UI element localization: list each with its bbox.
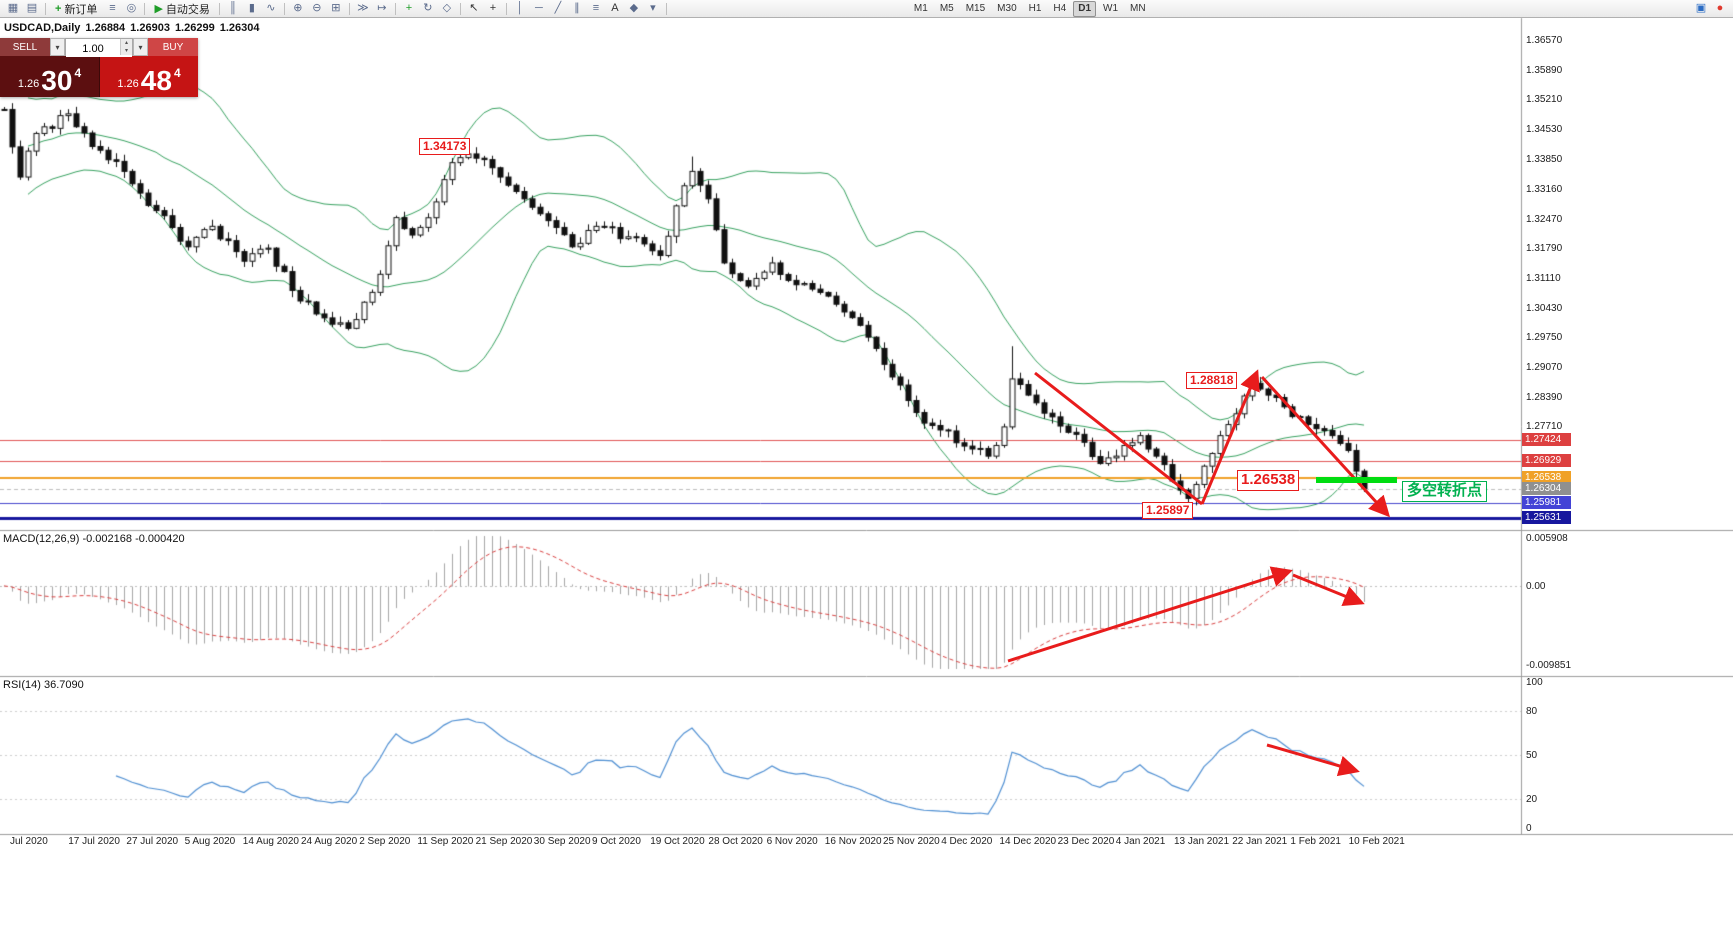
- toolbar-separator: [394, 2, 396, 15]
- sell-options-caret-icon[interactable]: ▾: [50, 38, 65, 56]
- fibonacci-icon[interactable]: ≡: [592, 2, 600, 14]
- timeframe-M1[interactable]: M1: [913, 2, 928, 14]
- horizontal-line-icon[interactable]: ─: [535, 2, 543, 14]
- templates-icon[interactable]: ◇: [442, 2, 452, 14]
- timeframe-W1[interactable]: W1: [1103, 2, 1119, 14]
- shapes-icon[interactable]: ◆: [629, 2, 639, 14]
- timeframe-M30[interactable]: M30: [997, 2, 1017, 14]
- text-icon[interactable]: A: [611, 2, 619, 14]
- auto-scroll-icon[interactable]: ≫: [357, 2, 369, 14]
- auto-trading-button-icon: ▶: [154, 3, 163, 15]
- ohlc-high: 1.26903: [130, 22, 170, 34]
- timeframe-MN[interactable]: MN: [1130, 2, 1146, 14]
- buy-price-button[interactable]: 1.26 48 4: [99, 56, 198, 97]
- record-icon[interactable]: ●: [1716, 2, 1724, 14]
- toolbar: ▦ ▤ + 新订单 ≡ ◎ ▶ 自动交易 ║ ▮ ∿ ⊕ ⊖ ⊞ ≫ ↦ + ↻ ◇ ↖ + │ ─ ╱ ∥ ≡ A ◆ ▾ M1 M5 M1…: [0, 0, 1733, 18]
- buy-price-pipette: 4: [173, 66, 181, 80]
- timeframe-D1[interactable]: D1: [1073, 0, 1097, 17]
- symbol-name: USDCAD,Daily: [4, 22, 81, 34]
- alerts-icon[interactable]: ◎: [126, 2, 137, 14]
- toolbar-separator: [348, 2, 350, 15]
- buy-button[interactable]: BUY: [148, 38, 198, 56]
- auto-trading-button[interactable]: ▶ 自动交易: [149, 1, 214, 16]
- auto-trading-button-label: 自动交易: [165, 3, 210, 16]
- volume-decrease-icon[interactable]: ▾: [121, 47, 132, 55]
- period-icon[interactable]: ↻: [423, 2, 433, 14]
- buy-price-main: 48: [140, 65, 172, 96]
- volume-stepper: ▴ ▾: [120, 39, 132, 55]
- rsi-label: RSI(14) 36.7090: [3, 679, 84, 691]
- timeframe-H4[interactable]: H4: [1053, 2, 1067, 14]
- market-depth-icon[interactable]: ≡: [109, 2, 116, 14]
- macd-label: MACD(12,26,9) -0.002168 -0.000420: [3, 533, 185, 545]
- trade-panel-prices: 1.26 30 4 1.26 48 4: [0, 56, 198, 97]
- ohlc-close: 1.26304: [219, 22, 260, 34]
- dropdown-icon[interactable]: ▾: [650, 2, 656, 14]
- volume-input[interactable]: [66, 41, 132, 57]
- sell-button[interactable]: SELL: [0, 38, 50, 56]
- sell-price-pipette: 4: [74, 66, 82, 80]
- trade-panel-header: SELL ▾ ▴ ▾ ▾ BUY: [0, 38, 198, 57]
- zoom-out-icon[interactable]: ⊖: [312, 2, 322, 14]
- line-chart-icon[interactable]: ∿: [266, 2, 276, 14]
- grid-icon[interactable]: ⊞: [331, 2, 341, 14]
- sell-price-main: 30: [41, 65, 73, 96]
- timeframe-M5[interactable]: M5: [939, 2, 954, 14]
- new-order-button-icon: +: [55, 2, 62, 15]
- timeframe-group: M1 M5 M15 M30 H1 H4 D1 W1 MN: [909, 0, 1151, 17]
- sell-price-prefix: 1.26: [17, 78, 40, 90]
- chart-shift-icon[interactable]: ↦: [377, 2, 387, 14]
- symbol-ohlc-line: USDCAD,Daily 1.26884 1.26903 1.26299 1.26304: [4, 22, 264, 34]
- add-indicator-icon[interactable]: +: [405, 2, 413, 14]
- volume-increase-icon[interactable]: ▴: [121, 39, 132, 47]
- volume-box: ▴ ▾: [65, 38, 133, 57]
- trendline-icon[interactable]: ╱: [554, 2, 562, 14]
- zoom-in-icon[interactable]: ⊕: [293, 2, 303, 14]
- toolbar-separator: [283, 2, 285, 15]
- chart-profiles-icon[interactable]: ▤: [26, 2, 38, 14]
- cursor-icon[interactable]: ↖: [469, 2, 479, 14]
- crosshair-icon[interactable]: +: [489, 2, 497, 14]
- toolbar-separator: [144, 2, 146, 15]
- toolbar-separator: [218, 2, 220, 15]
- channel-icon[interactable]: ∥: [574, 2, 580, 14]
- community-icon[interactable]: ▣: [1695, 2, 1707, 14]
- candle-chart-icon[interactable]: ▮: [248, 2, 255, 14]
- new-order-button-label: 新订单: [64, 3, 98, 16]
- new-chart-icon[interactable]: ▦: [7, 2, 19, 14]
- bar-chart-icon[interactable]: ║: [229, 2, 237, 14]
- toolbar-separator: [45, 2, 46, 15]
- timeframe-M15[interactable]: M15: [965, 2, 986, 14]
- toolbar-separator: [665, 2, 667, 15]
- toolbar-separator: [459, 2, 461, 15]
- ohlc-low: 1.26299: [174, 22, 215, 34]
- new-order-button[interactable]: + 新订单: [50, 1, 102, 16]
- toolbar-separator: [505, 2, 507, 15]
- buy-options-caret-icon[interactable]: ▾: [133, 38, 148, 56]
- buy-price-prefix: 1.26: [117, 78, 139, 90]
- vertical-line-icon[interactable]: │: [516, 2, 524, 14]
- one-click-trading-panel: SELL ▾ ▴ ▾ ▾ BUY 1.26 30 4 1.26 48 4: [0, 38, 198, 97]
- sell-price-button[interactable]: 1.26 30 4: [0, 56, 99, 97]
- ohlc-open: 1.26884: [85, 22, 126, 34]
- timeframe-H1[interactable]: H1: [1028, 2, 1042, 14]
